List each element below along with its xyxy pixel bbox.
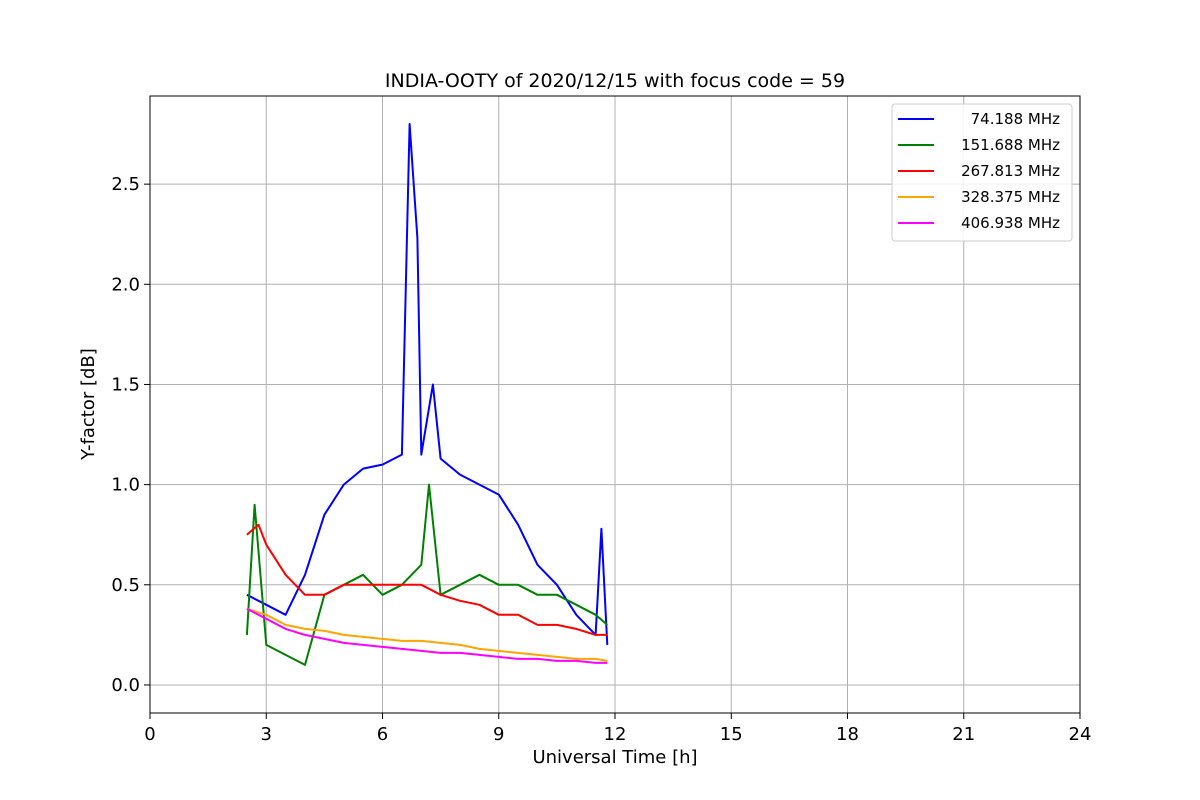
y-tick-label: 0.0 xyxy=(111,675,140,696)
x-tick-label: 9 xyxy=(493,724,504,745)
y-tick-label: 2.5 xyxy=(111,174,140,195)
x-tick-label: 15 xyxy=(720,724,743,745)
y-tick-label: 1.5 xyxy=(111,374,140,395)
y-tick-label: 0.5 xyxy=(111,575,140,596)
x-tick-label: 12 xyxy=(604,724,627,745)
legend-label: 267.813 MHz xyxy=(961,162,1060,180)
x-axis-label: Universal Time [h] xyxy=(532,747,697,768)
series-line-151-688-mhz xyxy=(245,483,608,666)
y-axis-ticks: 0.0 0.5 1.0 1.5 2.0 2.5 xyxy=(111,174,150,696)
series-line-328-375-mhz xyxy=(246,607,608,662)
series-layer xyxy=(245,123,609,666)
series-line-406-938-mhz xyxy=(246,607,608,664)
x-tick-label: 18 xyxy=(836,724,859,745)
legend-label: 406.938 MHz xyxy=(961,214,1060,232)
legend-label: 151.688 MHz xyxy=(961,136,1060,154)
legend-box xyxy=(891,103,1073,242)
series-line-74-188-mhz xyxy=(246,123,609,645)
grid xyxy=(149,96,1081,713)
x-tick-label: 3 xyxy=(261,724,272,745)
chart-title: INDIA-OOTY of 2020/12/15 with focus code… xyxy=(385,70,845,92)
x-axis-ticks: 0 3 6 9 12 15 18 21 24 xyxy=(144,713,1091,745)
x-tick-label: 0 xyxy=(144,724,155,745)
y-tick-label: 2.0 xyxy=(111,274,140,295)
x-tick-label: 6 xyxy=(377,724,388,745)
legend-label: 328.375 MHz xyxy=(961,188,1060,206)
x-tick-label: 24 xyxy=(1069,724,1092,745)
legend: 74.188 MHz 151.688 MHz 267.813 MHz 328.375 … xyxy=(891,103,1073,242)
y-axis-label: Y-factor [dB] xyxy=(78,348,99,461)
legend-label: 74.188 MHz xyxy=(971,110,1060,128)
series-line-267-813-mhz xyxy=(246,523,608,636)
x-tick-label: 21 xyxy=(952,724,975,745)
y-tick-label: 1.0 xyxy=(111,475,140,496)
